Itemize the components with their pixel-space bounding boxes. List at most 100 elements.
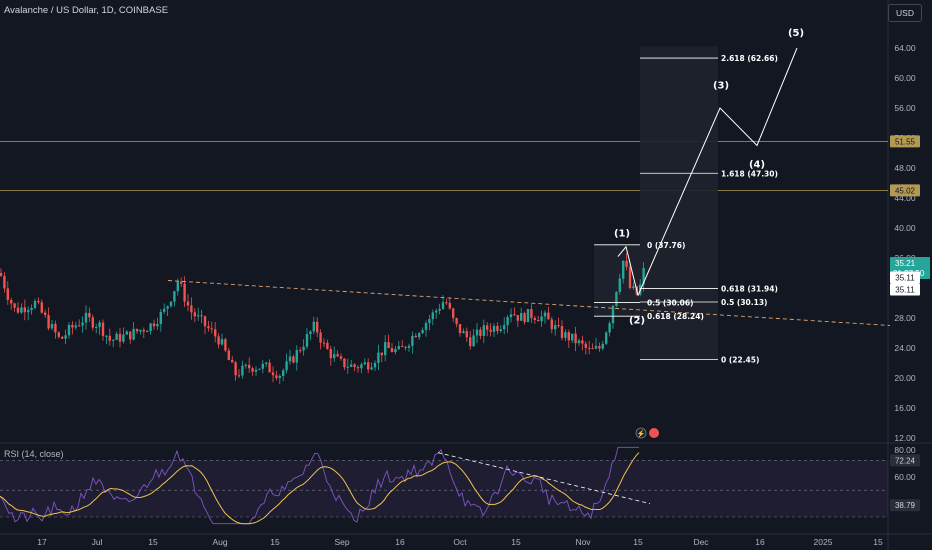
candle-body [20,307,23,313]
candle-body [6,288,9,300]
candle-body [261,363,264,369]
candle-body [611,305,615,324]
candle-body [23,307,26,313]
candle-body [588,347,591,349]
candle-body [336,354,339,357]
candle-body [557,325,560,327]
time-tick: 17 [37,537,47,547]
candle-body [78,325,81,327]
candle-body [472,335,475,347]
candle-body [13,303,16,308]
alert-upper-badge-text: 51.55 [895,137,916,146]
candle-body [363,362,366,365]
candle-body [84,312,88,323]
alert-lower-badge [890,184,920,197]
candle-body [516,315,519,321]
wave-label: (4) [749,159,765,170]
candle-body [605,332,608,344]
candle-body [448,302,451,309]
candle-body [254,369,258,372]
candle-body [445,302,448,304]
candle-body [462,331,465,334]
candle-body [377,352,380,363]
price-c-badge [890,283,920,296]
candle-body [628,266,632,288]
time-tick: Nov [575,537,591,547]
candle-body [397,346,400,350]
candle-body [594,346,598,349]
time-tick: Sep [334,537,349,547]
price-tick: 56.00 [894,103,916,113]
candle-body [601,343,604,349]
wave-label: (2) [629,315,645,326]
price-b-badge [890,271,920,284]
candle-body [509,314,513,318]
time-tick: 15 [511,537,521,547]
price-tick: 60.00 [894,73,916,83]
candle-body [210,328,213,330]
candle-body [547,312,550,320]
candle-body [173,291,176,302]
candle-body [10,299,13,304]
rsi-bottom-badge [890,499,920,512]
rsi-tick: 80.00 [894,445,916,455]
candle-body [71,324,74,328]
candle-body [567,332,570,341]
candle-body [333,354,336,359]
candle-body [506,317,509,326]
time-tick: 15 [633,537,643,547]
candle-body [112,339,115,341]
time-tick: 15 [270,537,280,547]
candle-body [115,333,118,340]
candle-body [118,333,122,342]
fib-level-label: 0.5 (30.06) [647,299,693,308]
candle-body [543,312,547,317]
candle-body [387,342,390,349]
candle-body [513,314,516,316]
candle-body [591,348,594,350]
candle-body [305,334,309,347]
time-tick: Oct [453,537,467,547]
rsi-ma-line [0,452,640,525]
rsi-tick: 60.00 [894,472,916,482]
candle-body [268,362,271,373]
time-tick: Jul [92,537,103,547]
candle-body [404,346,407,348]
wave-label: (5) [788,28,804,39]
candle-body [47,315,50,329]
symbol-title: Avalanche / US Dollar, 1D, COINBASE [4,5,169,16]
candle-body [40,302,43,313]
candle-body [166,306,169,309]
candle-body [16,307,20,313]
candle-body [125,331,128,335]
candle-body [312,321,315,332]
candle-body [61,336,64,339]
candle-body [91,317,94,328]
candle-body [316,321,319,333]
candle-body [27,310,30,313]
currency-button[interactable]: USD [888,4,922,22]
time-tick: 15 [873,537,883,547]
candle-body [237,375,241,377]
candle-body [414,335,417,338]
price-tick: 40.00 [894,223,916,233]
candle-body [581,340,584,344]
fib-projection-box [640,46,718,360]
candle-body [163,308,166,312]
candle-body [292,356,295,363]
candle-body [105,335,108,337]
candle-body [632,286,635,288]
candle-body [537,320,540,322]
fib-level-label: 0.5 (30.13) [721,298,767,307]
candle-body [220,339,224,345]
candle-body [615,291,618,306]
fib-level-label: 0 (37.76) [647,241,685,250]
candle-body [452,308,455,319]
candle-body [193,312,196,317]
rsi-bottom-text: 38.79 [895,501,916,510]
candle-body [129,331,132,340]
candle-body [622,260,625,279]
candle-body [577,340,581,344]
candle-body [207,326,210,329]
